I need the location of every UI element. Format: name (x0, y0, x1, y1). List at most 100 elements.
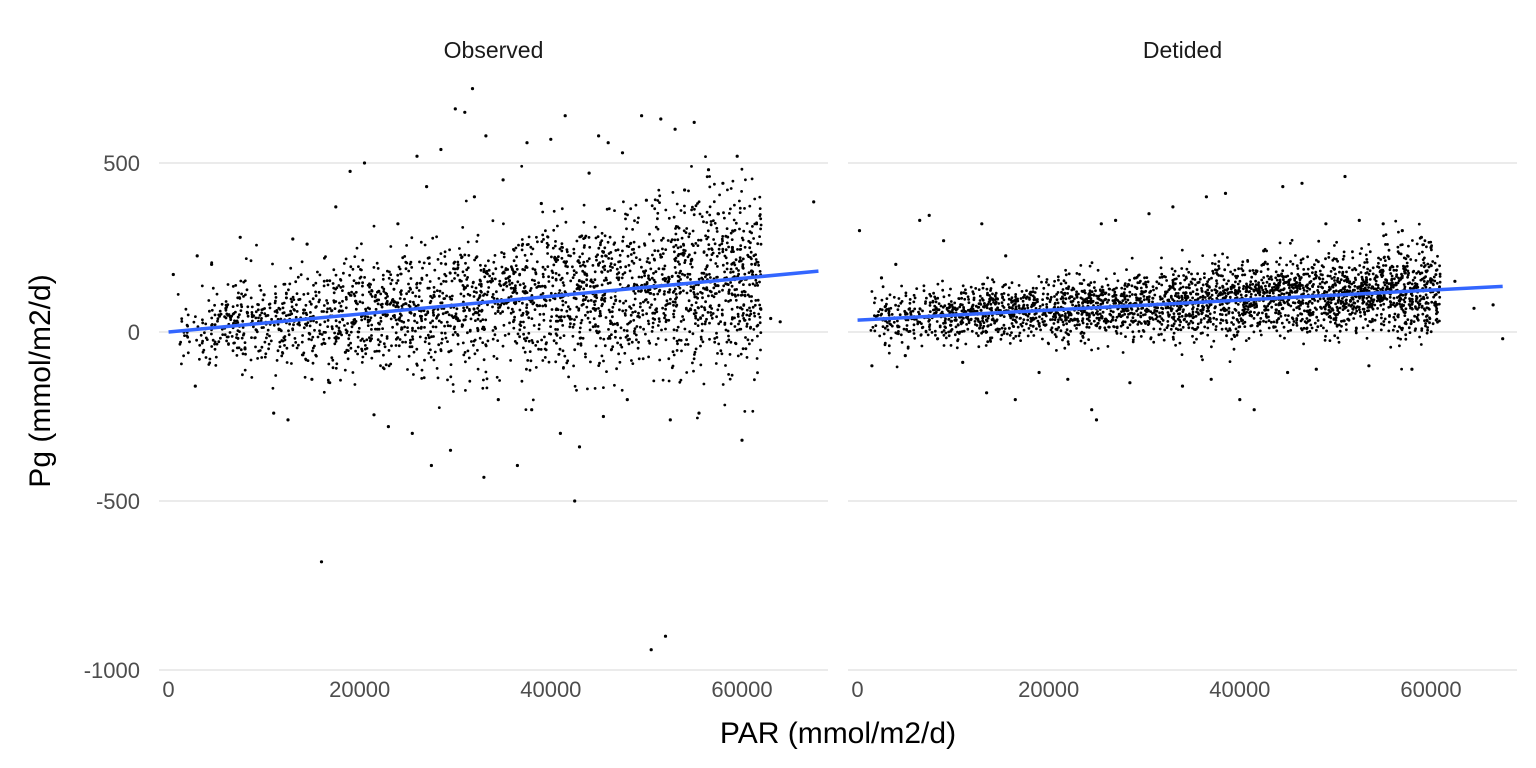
data-point (409, 338, 412, 342)
data-point (1086, 299, 1090, 303)
data-point (657, 289, 661, 293)
data-point (1330, 307, 1334, 310)
data-point (301, 334, 304, 337)
data-point (1315, 315, 1319, 319)
data-point (541, 265, 545, 269)
data-point (599, 336, 602, 340)
data-point (1337, 298, 1341, 301)
data-point (1383, 283, 1387, 287)
data-point (693, 350, 697, 354)
data-point (195, 338, 199, 342)
data-point (725, 340, 729, 344)
data-point (510, 267, 514, 270)
data-point (1078, 282, 1082, 285)
data-point (274, 292, 277, 296)
data-point (1080, 311, 1084, 315)
data-point (368, 307, 371, 311)
data-point (332, 300, 336, 304)
data-point (485, 269, 489, 273)
data-point (665, 299, 669, 303)
grid-lines (159, 161, 1517, 671)
data-point (652, 293, 656, 296)
data-point (1329, 301, 1333, 304)
data-point (1112, 302, 1116, 305)
data-point (436, 258, 440, 261)
data-point (522, 320, 525, 324)
data-point (284, 296, 288, 300)
data-point (366, 283, 370, 287)
data-point (1316, 299, 1320, 303)
data-point (366, 320, 370, 324)
data-point (1024, 313, 1028, 317)
data-point (473, 352, 477, 356)
data-point (487, 268, 491, 272)
data-point (970, 329, 974, 333)
data-point (1023, 307, 1027, 310)
data-point (743, 207, 746, 210)
data-point (245, 288, 249, 292)
data-point (325, 279, 329, 283)
data-point (186, 313, 190, 317)
data-point (1266, 267, 1270, 271)
data-point (601, 414, 606, 419)
data-point (281, 351, 284, 354)
data-point (650, 303, 653, 307)
data-point (223, 333, 227, 337)
data-point (432, 358, 436, 362)
data-point (509, 311, 513, 315)
data-point (618, 308, 621, 312)
data-point (1374, 287, 1378, 291)
data-point (709, 258, 713, 262)
data-point (1307, 300, 1311, 304)
data-point (696, 244, 700, 248)
data-point (683, 204, 686, 208)
data-point (337, 326, 341, 330)
data-point (481, 386, 485, 390)
data-point (694, 347, 698, 351)
data-point (654, 225, 658, 229)
data-point (972, 292, 975, 296)
data-point (633, 331, 636, 335)
data-point (1115, 332, 1119, 335)
data-point (1357, 273, 1360, 276)
data-point (1237, 267, 1240, 271)
data-point (687, 235, 691, 239)
data-point (1064, 268, 1067, 272)
data-point (1252, 300, 1256, 304)
data-point (208, 357, 212, 361)
data-point (1096, 268, 1100, 272)
data-point (733, 325, 737, 328)
data-point (1241, 319, 1244, 322)
data-point (565, 309, 569, 313)
data-point (737, 272, 740, 276)
data-point (607, 257, 610, 260)
data-point (322, 284, 326, 288)
data-point (1272, 282, 1276, 286)
data-point (598, 312, 602, 315)
data-point (512, 248, 515, 251)
data-point (673, 257, 677, 261)
data-point (1160, 272, 1164, 276)
data-point (679, 378, 683, 382)
data-point (558, 431, 563, 435)
data-point (381, 277, 385, 281)
data-point (514, 246, 518, 250)
data-point (1305, 317, 1309, 320)
data-point (461, 226, 465, 229)
data-point (399, 290, 402, 294)
data-point (395, 322, 399, 326)
data-point (742, 303, 746, 307)
data-point (1135, 296, 1138, 300)
data-point (1191, 310, 1195, 314)
data-point (554, 360, 558, 364)
data-point (1214, 328, 1218, 331)
data-point (1178, 341, 1182, 345)
data-point (660, 328, 663, 332)
data-point (722, 211, 725, 215)
data-point (710, 294, 714, 297)
data-point (583, 244, 586, 247)
data-point (380, 302, 384, 306)
data-point (1124, 300, 1128, 304)
data-point (332, 291, 336, 295)
data-point (256, 308, 260, 312)
